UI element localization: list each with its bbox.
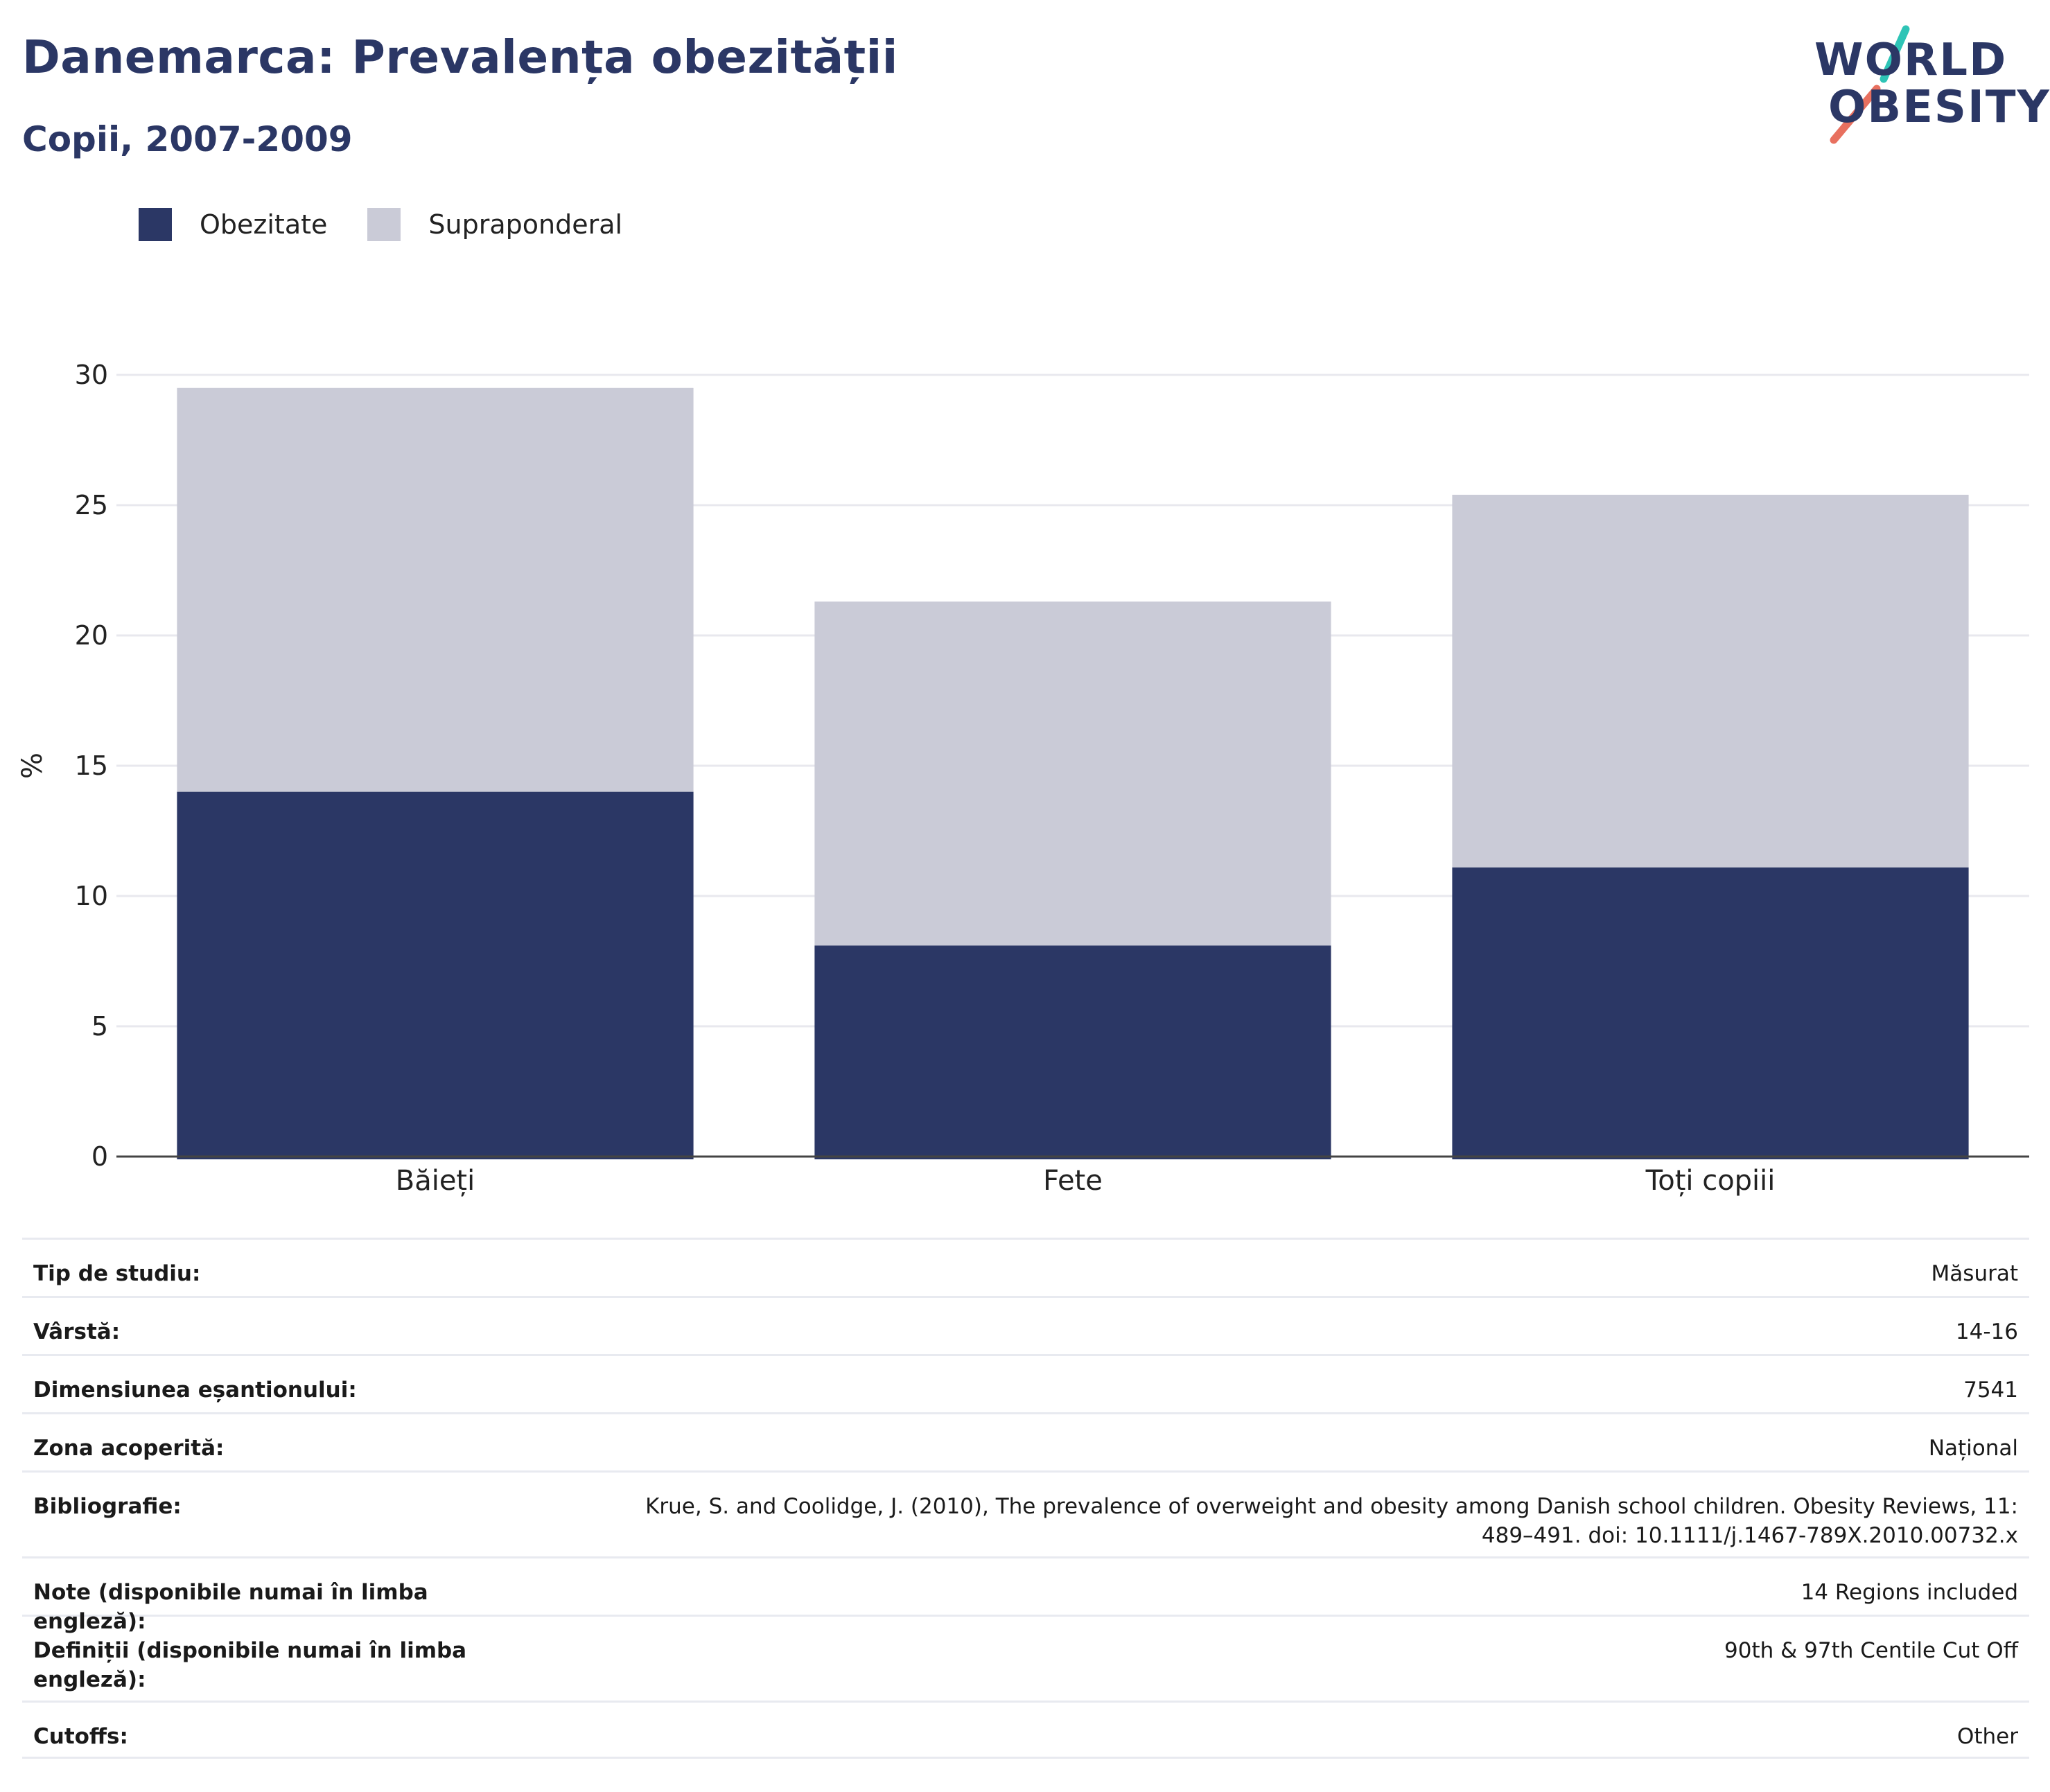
info-value: 14-16 bbox=[1955, 1319, 2018, 1344]
study-info-table: Tip de studiu: Măsurat Vârstă: 14-16 Dimensi… bbox=[22, 1238, 2029, 1759]
info-value: 90th & 97th Centile Cut Off bbox=[1724, 1638, 2018, 1663]
page-title: Danemarca: Prevalența obezității bbox=[22, 30, 898, 84]
info-value: Național bbox=[1928, 1436, 2018, 1461]
y-tick-label: 15 bbox=[75, 750, 108, 781]
y-tick-label: 10 bbox=[75, 881, 108, 911]
bar-obesity-0 bbox=[177, 791, 694, 1159]
info-row: Vârstă: 14-16 bbox=[22, 1296, 2029, 1354]
page-subtitle: Copii, 2007-2009 bbox=[22, 119, 353, 159]
x-tick-label: Fete bbox=[1043, 1165, 1103, 1197]
info-label: Zona acoperită: bbox=[33, 1436, 225, 1461]
info-value: Măsurat bbox=[1931, 1261, 2018, 1286]
y-tick-label: 0 bbox=[91, 1141, 108, 1172]
info-label: Vârstă: bbox=[33, 1319, 121, 1344]
info-label: Dimensiunea eșantionului: bbox=[33, 1378, 357, 1403]
info-label: Definiții (disponibile numai în limba en… bbox=[33, 1638, 467, 1692]
info-row: Cutoffs: Other bbox=[22, 1701, 2029, 1759]
bar-overweight-2 bbox=[1452, 494, 1969, 868]
x-tick-label: Toți copiii bbox=[1645, 1165, 1776, 1197]
info-row: Dimensiunea eșantionului: 7541 bbox=[22, 1354, 2029, 1412]
info-label: Note (disponibile numai în limba engleză… bbox=[33, 1580, 428, 1634]
info-value: 7541 bbox=[1963, 1378, 2018, 1403]
legend-swatch-overweight bbox=[367, 208, 401, 241]
y-axis-label: % bbox=[17, 753, 49, 779]
world-obesity-logo: WORLD OBESITY bbox=[1802, 21, 2049, 146]
y-tick-label: 25 bbox=[75, 490, 108, 520]
logo-line-2: OBESITY bbox=[1828, 82, 2050, 133]
info-value: Krue, S. and Coolidge, J. (2010), The pr… bbox=[645, 1494, 2018, 1548]
bar-overweight-0 bbox=[177, 387, 694, 792]
x-tick-label: Băieți bbox=[396, 1165, 475, 1197]
legend-swatch-obesity bbox=[139, 208, 172, 241]
y-tick-label: 20 bbox=[75, 620, 108, 651]
legend-item-obesity[interactable]: Obezitate bbox=[139, 208, 327, 241]
info-value: 14 Regions included bbox=[1801, 1580, 2018, 1605]
y-tick-label: 5 bbox=[91, 1011, 108, 1042]
logo-line-1: WORLD bbox=[1814, 35, 2008, 86]
info-label: Bibliografie: bbox=[33, 1494, 182, 1519]
info-label: Cutoffs: bbox=[33, 1724, 128, 1749]
info-row: Bibliografie: Krue, S. and Coolidge, J. (… bbox=[22, 1470, 2029, 1556]
bar-overweight-1 bbox=[814, 601, 1331, 946]
info-label: Tip de studiu: bbox=[33, 1261, 201, 1286]
y-tick-label: 30 bbox=[75, 360, 108, 390]
info-row: Zona acoperită: Național bbox=[22, 1412, 2029, 1470]
info-value: Other bbox=[1956, 1724, 2018, 1749]
legend-label-overweight: Supraponderal bbox=[428, 209, 623, 240]
logo-slash-icon bbox=[1830, 25, 1910, 144]
bar-obesity-1 bbox=[814, 945, 1331, 1159]
legend-label-obesity: Obezitate bbox=[200, 209, 328, 240]
info-row: Tip de studiu: Măsurat bbox=[22, 1238, 2029, 1296]
chart-legend: Obezitate Supraponderal bbox=[139, 207, 663, 243]
info-row: Note (disponibile numai în limba engleză… bbox=[22, 1556, 2029, 1634]
info-row: Definiții (disponibile numai în limba en… bbox=[22, 1615, 2029, 1701]
legend-item-overweight[interactable]: Supraponderal bbox=[367, 208, 622, 241]
bar-obesity-2 bbox=[1452, 867, 1969, 1159]
stacked-bar-chart: 0 5 10 15 20 25 30% Băieți Fete Toți copiii bbox=[17, 360, 2029, 1197]
